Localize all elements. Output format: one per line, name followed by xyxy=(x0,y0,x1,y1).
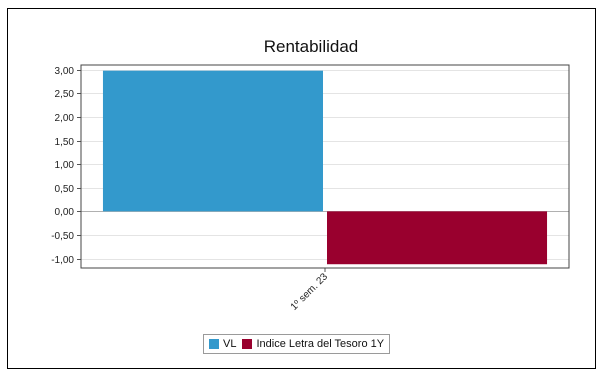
x-axis-ticks: 1º sem. 23 xyxy=(289,268,331,313)
y-tick-label: 2,50 xyxy=(55,89,75,100)
legend-item-vl[interactable]: VL xyxy=(209,338,236,350)
legend-swatch-indice xyxy=(242,339,253,349)
legend: VL Indice Letra del Tesoro 1Y xyxy=(203,334,391,354)
legend-swatch-vl xyxy=(209,339,219,349)
y-tick-label: 0,50 xyxy=(55,184,75,195)
x-tick-label: 1º sem. 23 xyxy=(289,271,331,313)
y-axis-ticks: 3,00 2,50 2,00 1,50 1,00 0,50 0,00 -0,50 -1,00 xyxy=(51,66,81,266)
y-tick-label: -1,00 xyxy=(51,255,74,266)
y-tick-label: 3,00 xyxy=(55,66,75,77)
bar-1-0[interactable] xyxy=(327,211,548,265)
plot-area-border xyxy=(80,64,570,269)
y-tick-label: -0,50 xyxy=(51,231,74,242)
y-tick-label: 1,00 xyxy=(55,160,75,171)
y-tick-label: 1,50 xyxy=(55,137,75,148)
bar-0-0[interactable] xyxy=(102,70,324,212)
legend-item-indice[interactable]: Indice Letra del Tesoro 1Y xyxy=(242,338,384,350)
y-tick-label: 0,00 xyxy=(55,207,75,218)
y-tick-label: 2,00 xyxy=(55,113,75,124)
legend-label-indice: Indice Letra del Tesoro 1Y xyxy=(256,338,385,350)
chart-title: Rentabilidad xyxy=(264,37,359,56)
legend-label-vl: VL xyxy=(223,338,237,350)
bars xyxy=(102,70,548,265)
